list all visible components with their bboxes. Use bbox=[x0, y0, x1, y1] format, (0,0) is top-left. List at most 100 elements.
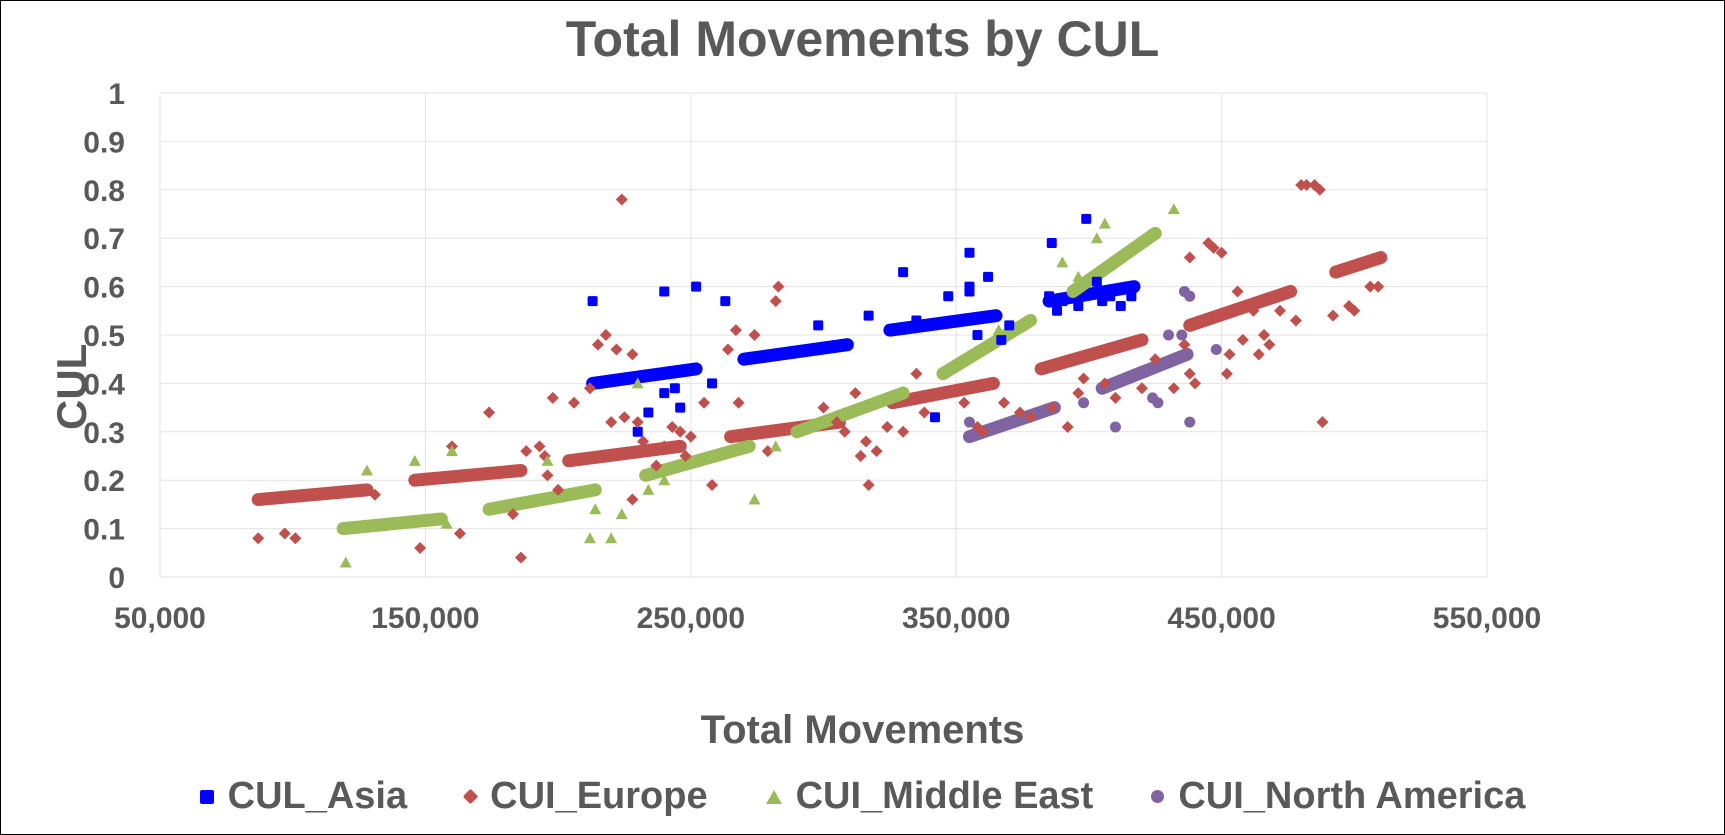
data-point bbox=[897, 425, 910, 438]
trend-segment bbox=[1066, 226, 1162, 298]
data-point bbox=[862, 479, 875, 492]
data-point bbox=[1163, 329, 1175, 341]
data-point bbox=[541, 469, 554, 482]
data-point bbox=[863, 310, 874, 321]
data-point bbox=[976, 425, 989, 438]
data-point bbox=[1348, 304, 1361, 317]
data-point bbox=[1215, 246, 1228, 259]
data-point bbox=[1236, 333, 1249, 346]
legend-item-middle-east: CUI_Middle East bbox=[765, 775, 1094, 818]
data-point bbox=[637, 435, 650, 448]
trend-segment bbox=[886, 376, 1000, 410]
data-point bbox=[615, 508, 628, 520]
data-point bbox=[1126, 291, 1137, 302]
trend-segment bbox=[1183, 284, 1298, 332]
data-point bbox=[1167, 203, 1180, 215]
data-point bbox=[583, 382, 596, 395]
data-point bbox=[339, 556, 352, 568]
data-point bbox=[1077, 372, 1090, 385]
data-point bbox=[659, 388, 670, 399]
data-point bbox=[972, 330, 983, 340]
x-tick-label: 250,000 bbox=[637, 602, 745, 635]
data-point bbox=[252, 532, 265, 545]
data-point bbox=[1073, 300, 1084, 311]
data-point bbox=[1097, 296, 1108, 307]
data-point bbox=[1263, 338, 1276, 351]
data-point bbox=[618, 411, 631, 424]
data-point bbox=[910, 367, 923, 380]
legend-item-asia: CUL_Asia bbox=[199, 775, 408, 818]
y-tick-label: 0.2 bbox=[83, 465, 125, 498]
data-point bbox=[289, 532, 302, 545]
data-point bbox=[1223, 348, 1236, 361]
legend-label: CUI_Europe bbox=[490, 775, 708, 817]
trend-segment bbox=[790, 386, 910, 439]
y-tick-label: 0.5 bbox=[83, 320, 125, 353]
data-point bbox=[568, 396, 581, 409]
data-point bbox=[1046, 238, 1057, 249]
legend-item-europe: CUI_Europe bbox=[462, 775, 708, 818]
y-tick-label: 0.4 bbox=[83, 368, 125, 401]
data-point bbox=[838, 425, 851, 438]
data-point bbox=[631, 416, 644, 429]
data-point bbox=[1207, 241, 1220, 254]
data-point bbox=[546, 391, 559, 404]
data-point bbox=[1258, 329, 1271, 341]
data-point bbox=[992, 324, 1005, 336]
data-point bbox=[610, 343, 623, 356]
data-point bbox=[1300, 178, 1313, 191]
data-point bbox=[684, 430, 697, 443]
data-point bbox=[1247, 304, 1260, 317]
data-point bbox=[1052, 305, 1063, 316]
y-tick-label: 0.3 bbox=[83, 417, 125, 450]
data-point bbox=[1072, 270, 1085, 282]
data-point bbox=[1098, 377, 1111, 390]
data-point bbox=[1372, 280, 1385, 293]
data-point bbox=[615, 193, 628, 206]
data-point bbox=[1152, 397, 1164, 409]
legend-item-north-america: CUI_North America bbox=[1151, 775, 1525, 818]
data-point bbox=[658, 440, 671, 453]
data-point bbox=[674, 425, 687, 438]
data-point bbox=[1220, 367, 1233, 380]
data-point bbox=[1167, 382, 1180, 395]
legend-label: CUL_Asia bbox=[227, 775, 408, 817]
data-point bbox=[943, 291, 954, 302]
data-point bbox=[414, 541, 427, 554]
data-point bbox=[1364, 280, 1377, 293]
trend-segment bbox=[883, 309, 1003, 337]
y-tick-label: 0.7 bbox=[83, 223, 125, 256]
data-point bbox=[881, 420, 894, 433]
data-point bbox=[698, 396, 711, 409]
data-point bbox=[772, 280, 785, 293]
trend-segment bbox=[1095, 347, 1194, 395]
data-point bbox=[1135, 382, 1148, 395]
data-point bbox=[659, 286, 670, 297]
data-point bbox=[1109, 391, 1122, 404]
data-point bbox=[599, 329, 612, 341]
trend-segment bbox=[936, 313, 1038, 381]
square-marker-icon bbox=[199, 789, 214, 804]
trend-segment bbox=[639, 439, 756, 482]
data-point bbox=[675, 402, 686, 413]
data-point bbox=[1072, 387, 1085, 400]
trend-segment bbox=[586, 362, 703, 390]
data-point bbox=[650, 459, 663, 472]
data-point bbox=[632, 426, 643, 437]
data-point bbox=[1149, 353, 1162, 366]
data-point bbox=[769, 295, 782, 308]
trend-segment bbox=[482, 483, 602, 516]
data-point bbox=[870, 445, 883, 458]
data-point bbox=[506, 508, 519, 521]
data-point bbox=[1231, 285, 1244, 298]
data-point bbox=[983, 271, 994, 282]
data-point bbox=[1081, 213, 1092, 224]
y-tick-label: 0 bbox=[108, 562, 125, 595]
data-point bbox=[626, 493, 639, 506]
data-point bbox=[1184, 416, 1196, 428]
data-point bbox=[706, 479, 719, 492]
data-point bbox=[533, 440, 546, 453]
data-point bbox=[605, 532, 618, 544]
legend-label: CUI_Middle East bbox=[795, 775, 1094, 817]
